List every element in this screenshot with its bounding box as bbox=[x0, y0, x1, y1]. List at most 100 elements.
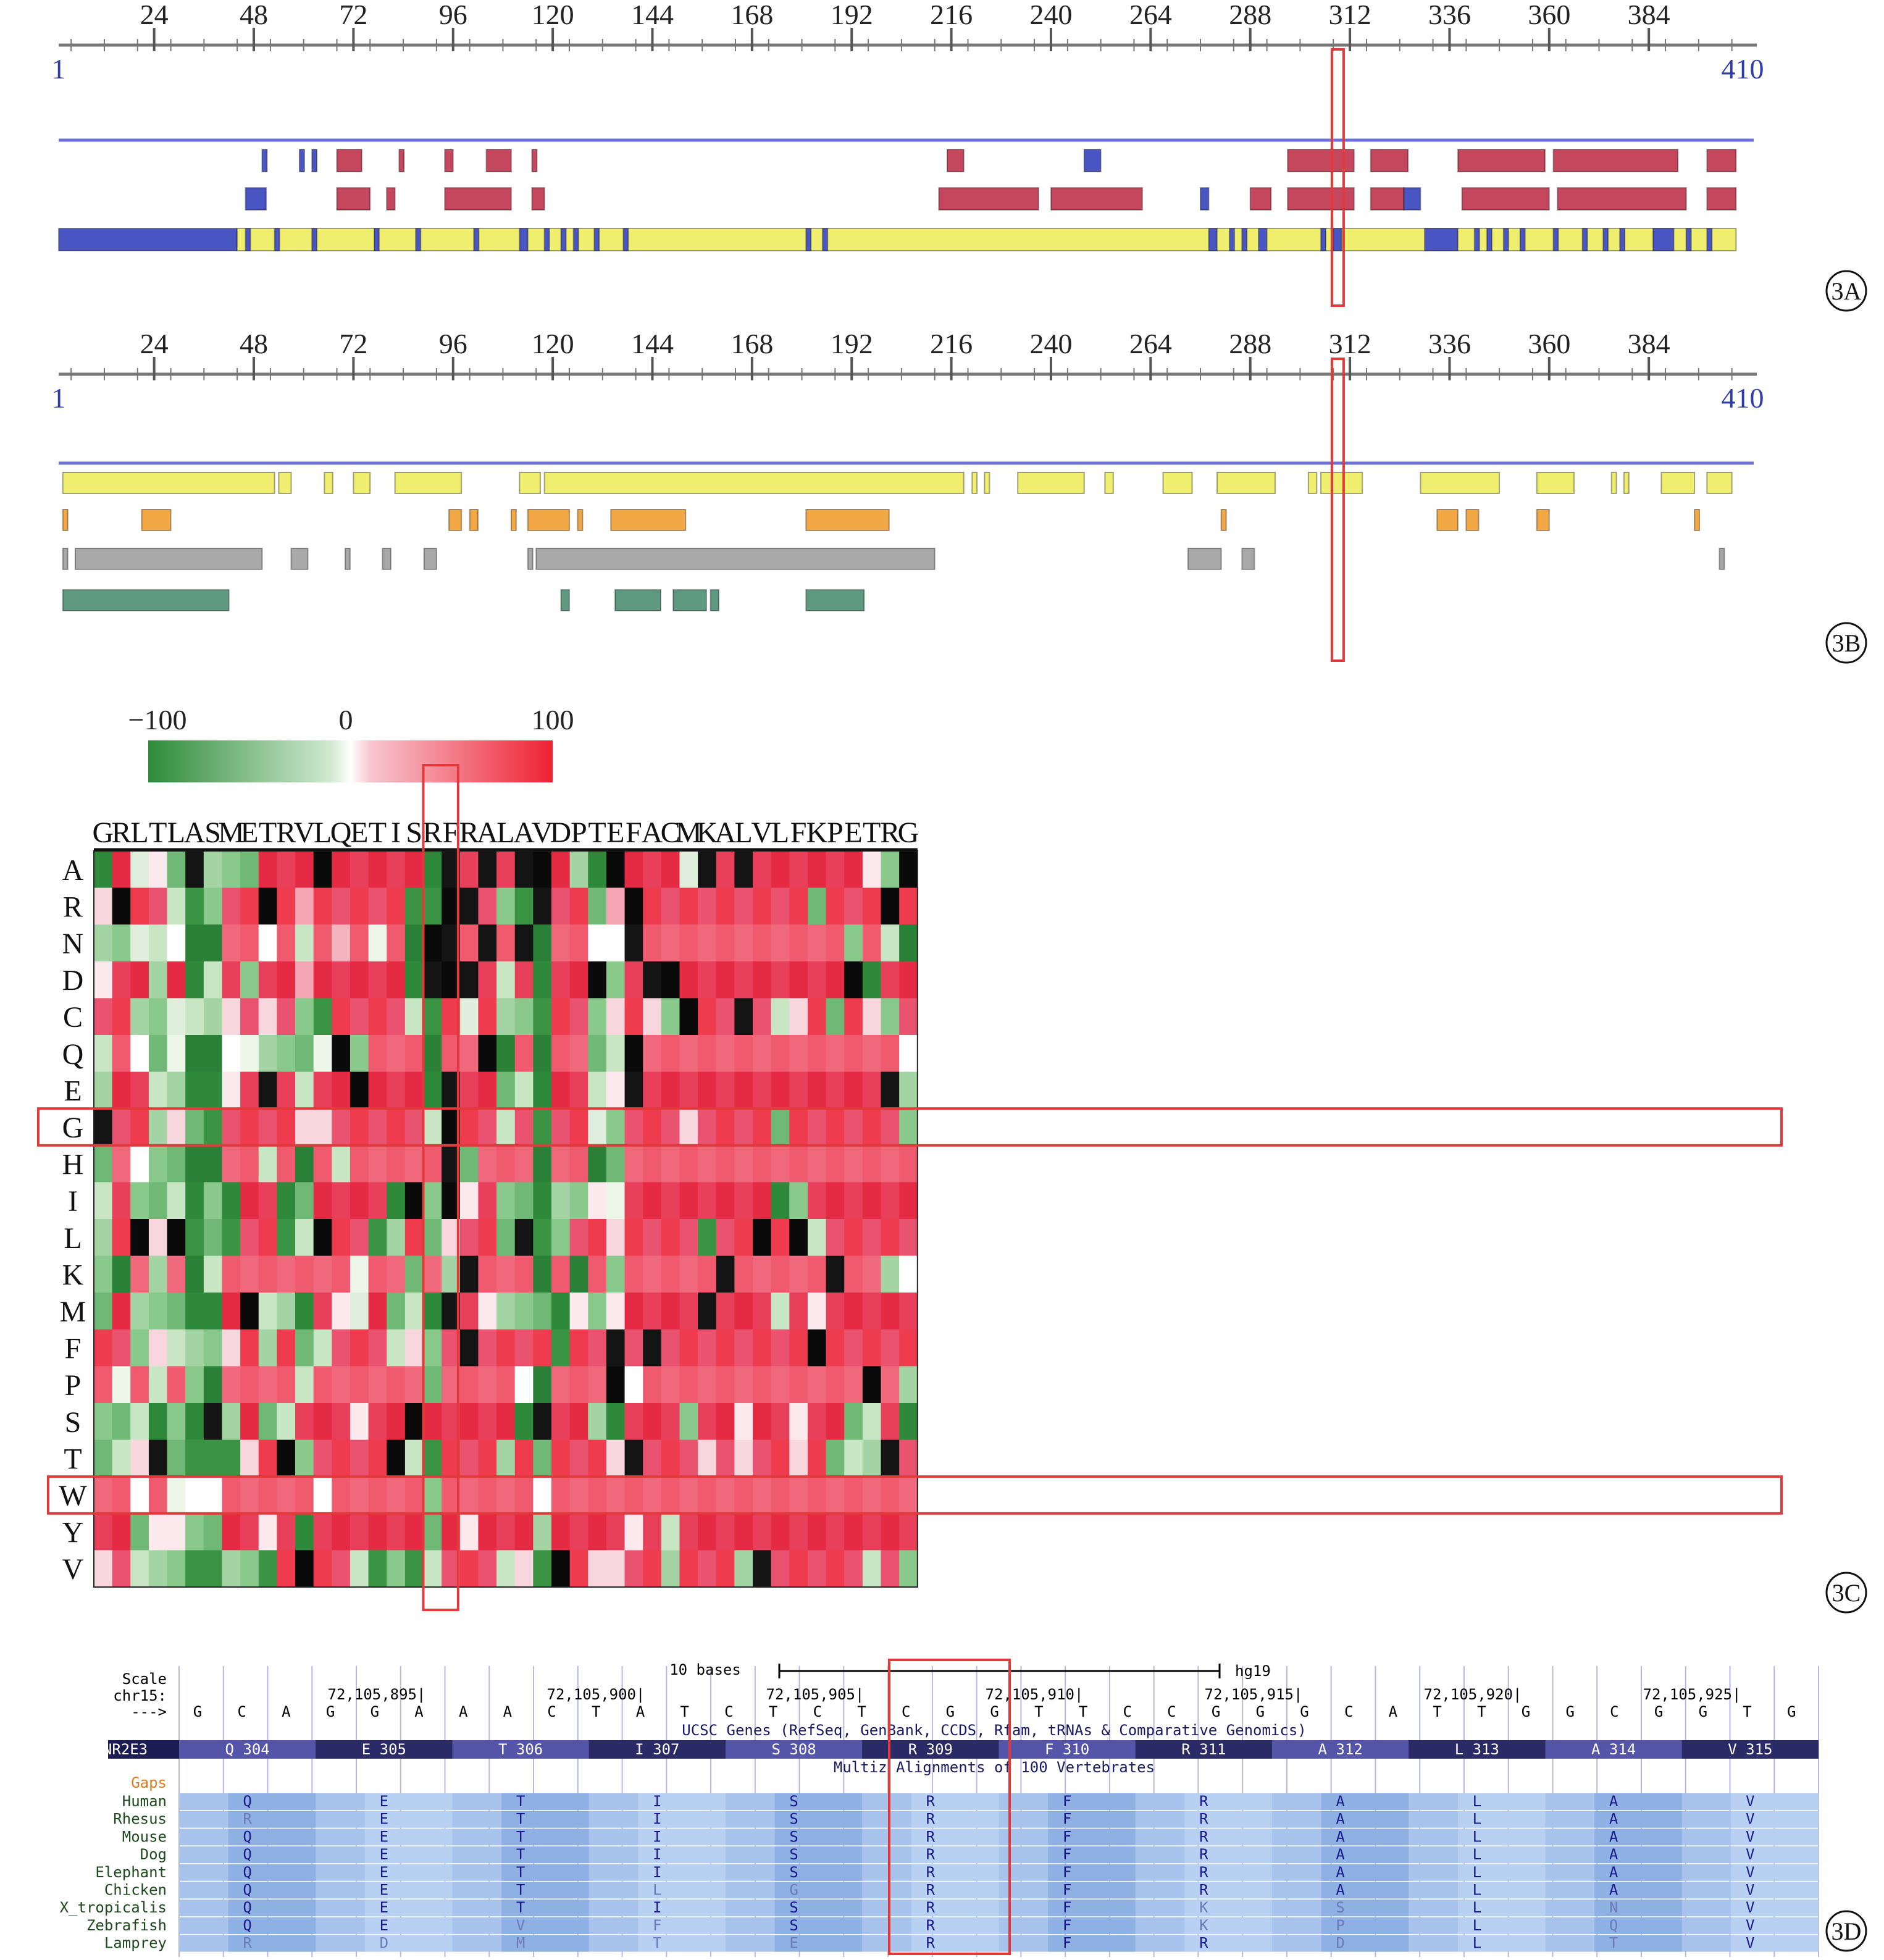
heatmap-cell bbox=[350, 961, 369, 999]
heatmap-cell bbox=[203, 961, 223, 999]
heatmap-cell bbox=[514, 1292, 534, 1330]
heatmap-cell bbox=[881, 1366, 900, 1404]
heatmap-cell bbox=[698, 1255, 717, 1293]
species-label: Dog bbox=[140, 1846, 167, 1863]
axis-end-label: 410 bbox=[1722, 53, 1764, 85]
heatmap-cell bbox=[734, 1476, 753, 1514]
feature-segment bbox=[1706, 228, 1713, 251]
residue-block bbox=[452, 1740, 589, 1759]
alignment-cell bbox=[1184, 1935, 1272, 1952]
alignment-residue: Q bbox=[243, 1828, 251, 1845]
heatmap-cell bbox=[716, 1071, 735, 1109]
colorbar bbox=[148, 740, 553, 782]
heatmap-cell bbox=[624, 1182, 643, 1220]
feature-segment bbox=[1552, 228, 1559, 251]
heatmap-cell bbox=[606, 1513, 626, 1551]
alignment-residue: S bbox=[789, 1811, 798, 1828]
heatmap-cell bbox=[332, 1513, 351, 1551]
heatmap-cell bbox=[295, 1035, 314, 1073]
alignment-cell bbox=[501, 1899, 589, 1917]
heatmap-cell bbox=[185, 1329, 204, 1367]
heatmap-cell bbox=[203, 1035, 223, 1073]
heatmap-cell bbox=[588, 1366, 607, 1404]
heatmap-cell bbox=[222, 924, 241, 962]
row-label: P bbox=[65, 1369, 82, 1402]
heatmap-cell bbox=[698, 1108, 717, 1146]
row-label: V bbox=[62, 1553, 84, 1586]
alignment-cell bbox=[364, 1882, 453, 1899]
column-label: M bbox=[218, 816, 245, 849]
heatmap-cell bbox=[588, 887, 607, 925]
heatmap-cell bbox=[258, 1182, 277, 1220]
heatmap-cell bbox=[514, 1071, 534, 1109]
feature-segment bbox=[62, 548, 69, 570]
species-label: Lamprey bbox=[104, 1935, 167, 1952]
heatmap-cell bbox=[295, 851, 314, 889]
heatmap-cell bbox=[332, 1476, 351, 1514]
heatmap-cell bbox=[459, 1513, 479, 1551]
heatmap-cell bbox=[569, 1329, 588, 1367]
panel-label-circle bbox=[1825, 622, 1867, 664]
heatmap-cell bbox=[185, 1476, 204, 1514]
alignment-residue: R bbox=[1199, 1846, 1208, 1863]
heatmap-cell bbox=[387, 1292, 406, 1330]
highlight-box-d bbox=[888, 1659, 1011, 1955]
heatmap-cell bbox=[514, 1035, 534, 1073]
alignment-cell bbox=[638, 1864, 726, 1881]
alignment-residue: L bbox=[1473, 1882, 1481, 1899]
heatmap-cell bbox=[185, 1513, 204, 1551]
axis-tick-label: 360 bbox=[1528, 0, 1570, 30]
heatmap-cell bbox=[624, 1439, 643, 1477]
column-label: E bbox=[844, 816, 862, 849]
heatmap-cell bbox=[514, 851, 534, 889]
heatmap-cell bbox=[826, 1439, 845, 1477]
heatmap-cell bbox=[350, 1550, 369, 1588]
heatmap-cell bbox=[423, 924, 442, 962]
heatmap-cell bbox=[698, 1035, 717, 1073]
heatmap-cell bbox=[624, 1255, 643, 1293]
alignment-residue: E bbox=[380, 1846, 388, 1863]
heatmap-cell bbox=[679, 1071, 698, 1109]
heatmap-cell bbox=[478, 1513, 497, 1551]
heatmap-cell bbox=[807, 1476, 827, 1514]
heatmap-cell bbox=[148, 998, 168, 1036]
alignment-residue: E bbox=[789, 1935, 798, 1952]
heatmap-cell bbox=[753, 1255, 772, 1293]
heatmap-cell bbox=[167, 1255, 186, 1293]
heatmap-cell bbox=[533, 1035, 552, 1073]
heatmap-cell bbox=[240, 1145, 259, 1183]
heatmap-cell bbox=[148, 961, 168, 999]
heatmap-cell bbox=[112, 1108, 131, 1146]
heatmap-cell bbox=[203, 1550, 223, 1588]
heatmap-cell bbox=[716, 1182, 735, 1220]
heatmap-cell bbox=[679, 1366, 698, 1404]
alignment-cell bbox=[1048, 1811, 1136, 1828]
heatmap-cell bbox=[94, 1182, 113, 1220]
axis-tick-label: 48 bbox=[240, 0, 268, 30]
base-letter: T bbox=[857, 1703, 866, 1720]
heatmap-cell bbox=[753, 1403, 772, 1441]
heatmap-cell bbox=[826, 1329, 845, 1367]
alignment-residue: Q bbox=[243, 1846, 251, 1863]
heatmap-cell bbox=[387, 1439, 406, 1477]
heatmap-cell bbox=[789, 1108, 808, 1146]
alignment-residue: I bbox=[653, 1899, 661, 1916]
heatmap-cell bbox=[899, 1145, 918, 1183]
coordinate-label: 72,105,900| bbox=[547, 1686, 645, 1703]
heatmap-cell bbox=[826, 1292, 845, 1330]
heatmap-cell bbox=[624, 1329, 643, 1367]
heatmap-cell bbox=[459, 1292, 479, 1330]
residue-block bbox=[1545, 1740, 1682, 1759]
heatmap-cell bbox=[661, 1035, 680, 1073]
heatmap-cell bbox=[387, 924, 406, 962]
alignment-residue: R bbox=[926, 1793, 936, 1810]
feature-segment bbox=[374, 228, 380, 251]
feature-segment bbox=[298, 149, 305, 172]
heatmap-cell bbox=[404, 924, 424, 962]
heatmap-cell bbox=[514, 1403, 534, 1441]
alignment-residue: V bbox=[1746, 1846, 1754, 1863]
heatmap-cell bbox=[130, 1329, 149, 1367]
heatmap-cell bbox=[569, 1403, 588, 1441]
feature-segment bbox=[1706, 187, 1737, 211]
heatmap-cell bbox=[313, 851, 332, 889]
